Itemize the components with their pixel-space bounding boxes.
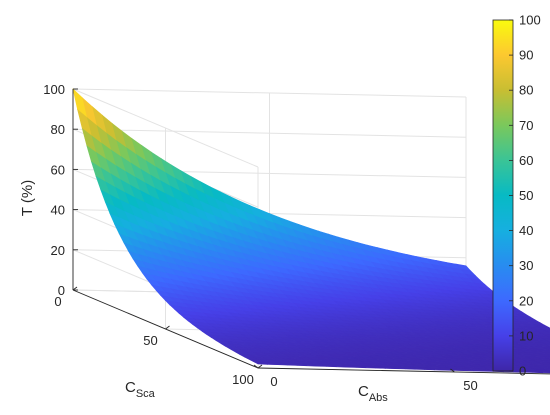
- surface-patch: [541, 350, 550, 354]
- surface-patch: [540, 354, 550, 358]
- x-axis-label-sub: Sca: [136, 388, 156, 400]
- x-axis-label: CSca: [125, 379, 156, 400]
- z-tick-label: 20: [51, 243, 65, 258]
- surface-patch: [541, 346, 550, 350]
- y-axis-label: CAbs: [358, 383, 388, 404]
- surface-patch: [539, 327, 550, 331]
- surface-patch: [543, 333, 550, 337]
- colorbar-tick-label: 0: [519, 364, 526, 379]
- surface-patch: [546, 348, 550, 352]
- surface-patch: [539, 362, 550, 366]
- surface-patch: [543, 364, 550, 368]
- colorbar-tick-label: 40: [519, 223, 533, 238]
- colorbar-tick-label: 60: [519, 153, 533, 168]
- surface-plot: [72, 88, 550, 374]
- x-tick-label: 50: [143, 333, 157, 348]
- z-tick-label: 40: [51, 203, 65, 218]
- surface-patch: [538, 366, 550, 370]
- x-tick-mark: [165, 325, 170, 330]
- surface-patch: [535, 352, 550, 356]
- x-axis-label-main: C: [125, 379, 136, 396]
- surface-patch: [542, 342, 550, 346]
- surface-patch: [542, 338, 550, 342]
- y-tick-mark: [253, 364, 259, 369]
- x-tick-mark: [72, 286, 78, 291]
- surface-patch: [543, 329, 550, 333]
- y-tick-label: 50: [463, 378, 477, 393]
- surface-patch: [547, 340, 550, 343]
- y-tick-label: 0: [270, 374, 277, 389]
- surface-patch: [538, 331, 550, 335]
- colorbar-tick-label: 90: [519, 48, 533, 63]
- x-tick-label: 0: [54, 294, 61, 309]
- colorbar-ticks: 0 10 20 30 40 50 60 70 80 90 100: [509, 13, 541, 379]
- colorbar-tick-label: 10: [519, 328, 533, 343]
- surface-patch: [539, 358, 550, 362]
- colorbar: 0 10 20 30 40 50 60 70 80 90 100: [492, 13, 541, 379]
- surface-patch: [538, 335, 550, 340]
- colorbar-tick-label: 30: [519, 258, 533, 273]
- surface-patch: [545, 352, 550, 356]
- z-axis-label: T (%): [19, 180, 36, 216]
- x-tick-mark: [257, 364, 263, 369]
- z-tick-label: 60: [51, 162, 65, 177]
- surface-patch: [546, 344, 550, 347]
- surface-patch: [537, 340, 550, 344]
- z-tick-label: 100: [43, 82, 65, 97]
- colorbar-tick-label: 20: [519, 293, 533, 308]
- surface-patch: [545, 356, 550, 360]
- z-tick-label: 80: [51, 122, 65, 137]
- y-axis-label-sub: Abs: [369, 392, 388, 404]
- colorbar-tick-label: 50: [519, 188, 533, 203]
- z-tick-label: 0: [58, 283, 65, 298]
- surface-patch: [536, 344, 550, 348]
- surface-patch: [544, 360, 550, 364]
- surface-patch: [543, 368, 550, 372]
- y-tick-mark: [450, 368, 455, 373]
- y-axis-label-main: C: [358, 383, 369, 400]
- tick-labels: 020406080100050100050100: [43, 82, 477, 393]
- axes-frame: [72, 88, 550, 375]
- colorbar-tick-label: 80: [519, 83, 533, 98]
- colorbar-tick-label: 100: [519, 13, 541, 28]
- x-tick-label: 100: [232, 372, 254, 387]
- surface-patch: [538, 370, 550, 374]
- colorbar-tick-label: 70: [519, 118, 533, 133]
